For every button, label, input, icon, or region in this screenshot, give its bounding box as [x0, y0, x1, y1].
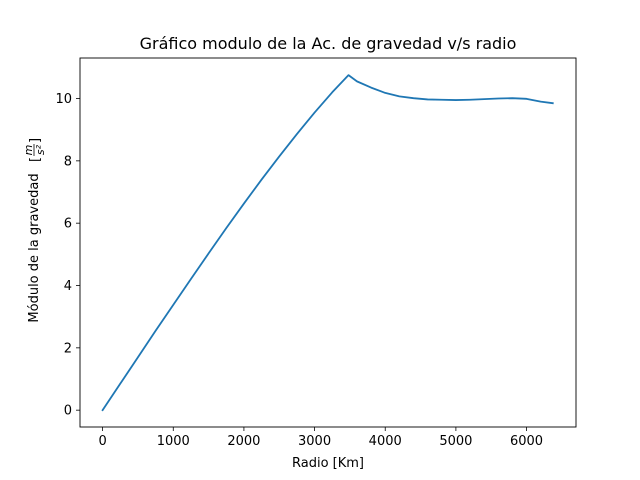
- plot-frame: [79, 57, 577, 428]
- y-tick-label: 4: [64, 279, 72, 294]
- x-tick-label: 3000: [298, 434, 331, 449]
- y-axis-label: Módulo de la gravedad [ m s² ]: [22, 138, 47, 323]
- x-tick-label: 4000: [369, 434, 402, 449]
- unit-bracket-left: [: [28, 157, 43, 162]
- unit-bracket-right: ]: [28, 138, 43, 143]
- x-tick-label: 6000: [510, 434, 543, 449]
- y-tick-label: 6: [64, 217, 72, 232]
- x-axis-label: Radio [Km]: [292, 456, 364, 471]
- unit-numerator: m: [22, 145, 35, 156]
- series-line: [101, 74, 554, 412]
- y-axis-unit: [ m s² ]: [22, 138, 47, 162]
- y-axis-label-text: Módulo de la gravedad: [27, 173, 42, 322]
- y-tick-label: 2: [64, 341, 72, 356]
- y-tick-label: 0: [64, 404, 72, 419]
- unit-denominator: s²: [34, 144, 47, 155]
- chart-title: Gráfico modulo de la Ac. de gravedad v/s…: [140, 34, 517, 53]
- y-tick-label: 10: [55, 92, 72, 107]
- y-tick-label: 8: [64, 154, 72, 169]
- x-tick-label: 0: [98, 434, 106, 449]
- x-tick-label: 2000: [227, 434, 260, 449]
- x-tick-label: 1000: [157, 434, 190, 449]
- x-tick-label: 5000: [439, 434, 472, 449]
